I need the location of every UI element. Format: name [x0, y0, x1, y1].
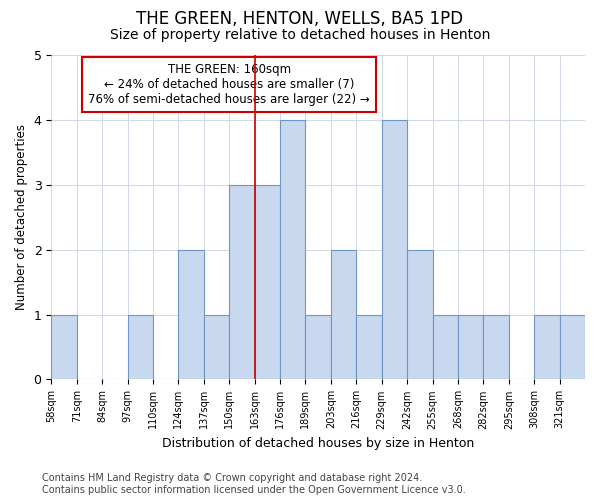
Bar — [254, 185, 280, 380]
Bar — [229, 185, 254, 380]
Bar — [204, 314, 229, 380]
Bar — [534, 314, 560, 380]
Bar — [560, 314, 585, 380]
X-axis label: Distribution of detached houses by size in Henton: Distribution of detached houses by size … — [162, 437, 474, 450]
Bar — [331, 250, 356, 380]
Bar — [178, 250, 204, 380]
Bar — [356, 314, 382, 380]
Y-axis label: Number of detached properties: Number of detached properties — [15, 124, 28, 310]
Bar — [305, 314, 331, 380]
Bar — [51, 314, 77, 380]
Bar — [433, 314, 458, 380]
Text: THE GREEN, HENTON, WELLS, BA5 1PD: THE GREEN, HENTON, WELLS, BA5 1PD — [136, 10, 464, 28]
Bar — [128, 314, 153, 380]
Bar — [280, 120, 305, 380]
Text: Contains HM Land Registry data © Crown copyright and database right 2024.
Contai: Contains HM Land Registry data © Crown c… — [42, 474, 466, 495]
Text: Size of property relative to detached houses in Henton: Size of property relative to detached ho… — [110, 28, 490, 42]
Text: THE GREEN: 160sqm
← 24% of detached houses are smaller (7)
76% of semi-detached : THE GREEN: 160sqm ← 24% of detached hous… — [88, 63, 370, 106]
Bar — [484, 314, 509, 380]
Bar — [407, 250, 433, 380]
Bar — [382, 120, 407, 380]
Bar — [458, 314, 484, 380]
